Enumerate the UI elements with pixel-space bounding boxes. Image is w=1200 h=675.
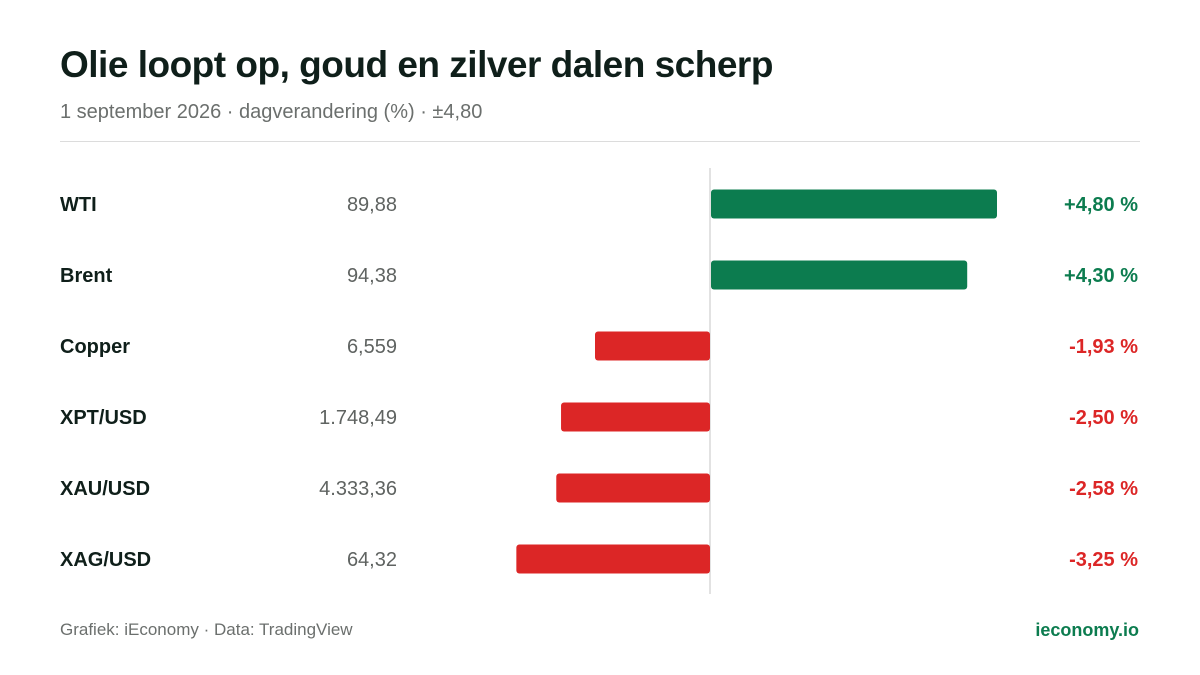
footer-site-link[interactable]: ieconomy.io (1035, 620, 1139, 640)
category-label: Brent (60, 265, 113, 287)
header-divider (60, 141, 1140, 142)
footer-credit: Grafiek: iEconomy · Data: TradingView (60, 620, 353, 639)
category-label: Copper (60, 336, 130, 358)
category-label: XAG/USD (60, 549, 151, 571)
price-label: 4.333,36 (319, 478, 397, 500)
chart-title: Olie loopt op, goud en zilver dalen sche… (60, 44, 773, 85)
value-label: -1,93 % (1069, 336, 1138, 358)
price-label: 64,32 (347, 549, 397, 571)
price-label: 89,88 (347, 194, 397, 216)
bar (516, 544, 710, 574)
price-label: 6,559 (347, 336, 397, 358)
bar (711, 189, 997, 219)
category-label: XPT/USD (60, 407, 147, 429)
value-label: -2,50 % (1069, 407, 1138, 429)
value-label: +4,30 % (1064, 265, 1138, 287)
bar (556, 473, 710, 503)
value-label: -3,25 % (1069, 549, 1138, 571)
category-label: XAU/USD (60, 478, 150, 500)
bar (711, 260, 968, 290)
bar (595, 331, 710, 361)
chart-subtitle: 1 september 2026 · dagverandering (%) · … (60, 101, 483, 123)
bar (561, 402, 710, 432)
price-label: 94,38 (347, 265, 397, 287)
category-label: WTI (60, 194, 97, 216)
value-label: -2,58 % (1069, 478, 1138, 500)
value-label: +4,80 % (1064, 194, 1138, 216)
price-label: 1.748,49 (319, 407, 397, 429)
